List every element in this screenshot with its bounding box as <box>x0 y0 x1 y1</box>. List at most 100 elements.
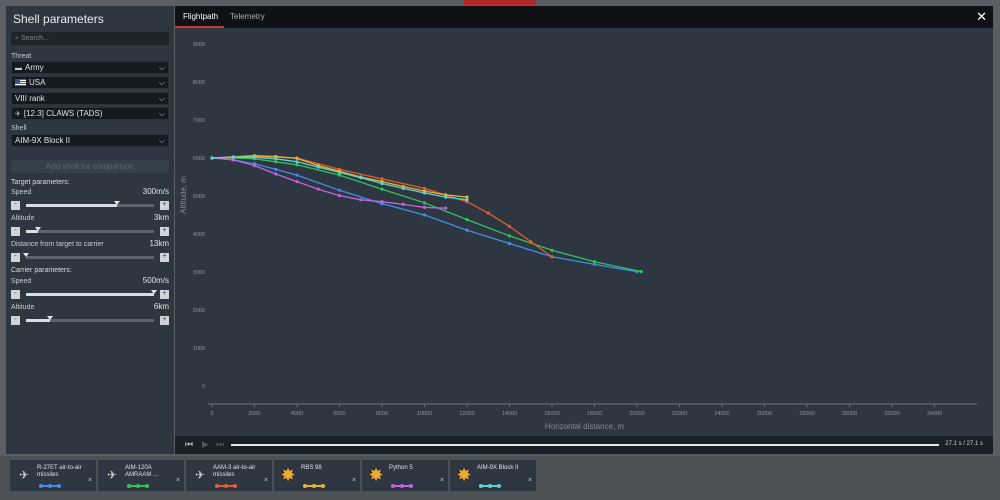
chevron-down-icon: ⌵ <box>158 63 165 72</box>
legend-dot <box>57 484 61 488</box>
x-tick-label: 20000 <box>629 411 644 417</box>
playback-time: 27.1 s / 27.1 s <box>945 441 983 447</box>
search-input[interactable]: ⌕ Search... <box>11 32 169 45</box>
target-distance-slider[interactable]: - + <box>11 253 169 262</box>
shell-card[interactable]: ✸ AIM-9X Block II <box>450 460 536 491</box>
slider-handle[interactable] <box>113 201 120 205</box>
y-tick-label: 2000 <box>193 308 205 314</box>
y-tick-label: 0 <box>202 384 205 390</box>
tab-telemetry[interactable]: Telemetry <box>230 12 265 21</box>
skip-forward-icon[interactable]: ⏭ <box>216 439 225 449</box>
slider-handle[interactable] <box>151 290 157 294</box>
decrease-button[interactable]: - <box>11 316 20 325</box>
data-point <box>529 240 533 244</box>
shell-card[interactable]: ✈ AAM-3 air-to-air missiles <box>186 460 272 491</box>
remove-shell-button[interactable]: × <box>264 477 269 484</box>
remove-shell-button[interactable]: × <box>176 477 181 484</box>
legend-line <box>127 484 149 488</box>
target-distance-label: Distance from target to carrier <box>11 241 104 248</box>
data-point <box>465 198 469 202</box>
decrease-button[interactable]: - <box>11 290 20 299</box>
playback-bar: ⏮ ▶ ⏭ 27.1 s / 27.1 s <box>175 436 993 454</box>
decrease-button[interactable]: - <box>11 253 20 262</box>
legend-line <box>303 484 325 488</box>
slider-track[interactable] <box>23 253 154 259</box>
x-axis-label: Horizontal distance, m <box>545 422 624 431</box>
shell-card[interactable]: ✈ AIM-120A AMRAAM ... <box>98 460 184 491</box>
decrease-button[interactable]: - <box>11 227 20 236</box>
slider-track[interactable] <box>26 316 154 322</box>
close-icon[interactable]: ✕ <box>976 9 987 24</box>
data-point <box>295 163 299 167</box>
increase-button[interactable]: + <box>160 253 169 262</box>
threat-type-dropdown[interactable]: ▬ Army ⌵ <box>11 61 169 74</box>
rank-dropdown[interactable]: VIII rank ⌵ <box>11 92 169 105</box>
remove-shell-button[interactable]: × <box>88 477 93 484</box>
y-tick-label: 3000 <box>193 270 205 276</box>
legend-dot <box>136 484 140 488</box>
shell-name: AAM-3 air-to-air missiles <box>213 465 256 478</box>
slider-track[interactable] <box>26 227 154 233</box>
data-point <box>295 160 299 164</box>
x-tick-label: 16000 <box>544 411 559 417</box>
legend-dot <box>233 484 237 488</box>
data-point <box>639 270 643 274</box>
tab-flightpath[interactable]: Flightpath <box>183 12 219 21</box>
country-dropdown[interactable]: USA ⌵ <box>11 76 169 89</box>
shell-card[interactable]: ✸ RBS 98 <box>274 460 360 491</box>
x-tick-label: 10000 <box>417 411 432 417</box>
carrier-altitude-slider[interactable]: - + <box>11 316 169 325</box>
legend-dot <box>215 484 219 488</box>
data-point <box>359 198 363 202</box>
shell-dropdown[interactable]: AIM-9X Block II ⌵ <box>11 134 169 147</box>
playback-track[interactable] <box>231 444 939 446</box>
slider-handle[interactable] <box>34 227 41 231</box>
increase-button[interactable]: + <box>160 316 169 325</box>
increase-button[interactable]: + <box>160 227 169 236</box>
skip-back-icon[interactable]: ⏮ <box>185 439 194 449</box>
flightpath-chart: 0 2000 4000 6000 8000 10000 12000 14000 16000 180… <box>179 42 977 431</box>
increase-button[interactable]: + <box>160 290 169 299</box>
data-point <box>592 260 597 264</box>
vehicle-dropdown[interactable]: ✈ [12.3] CLAWS (TADS) ⌵ <box>11 107 169 120</box>
carrier-speed-slider[interactable]: - + <box>11 290 169 299</box>
star-icon: ✸ <box>280 465 296 485</box>
target-altitude-value: 3km <box>153 213 169 222</box>
shell-card[interactable]: ✈ R-27ET air-to-air missiles <box>10 460 96 491</box>
data-point <box>422 205 427 209</box>
legend-line <box>391 484 413 488</box>
star-icon: ✸ <box>368 465 384 485</box>
target-altitude-slider[interactable]: - + <box>11 227 169 236</box>
slider-track[interactable] <box>26 201 154 207</box>
slider-handle[interactable] <box>47 316 54 320</box>
play-icon[interactable]: ▶ <box>202 439 209 449</box>
remove-shell-button[interactable]: × <box>528 477 533 484</box>
increase-button[interactable]: + <box>160 201 169 210</box>
target-speed-slider[interactable]: - + <box>11 201 169 210</box>
legend-dot <box>400 484 404 488</box>
data-point <box>359 176 363 180</box>
threat-type-value: Army <box>25 63 44 72</box>
panel-title: Shell parameters <box>13 12 104 26</box>
data-point <box>337 170 342 175</box>
legend-line <box>215 484 237 488</box>
remove-shell-button[interactable]: × <box>352 477 357 484</box>
remove-shell-button[interactable]: × <box>440 477 445 484</box>
add-shell-button[interactable]: Add shell for comparison <box>11 160 169 173</box>
usa-flag-icon <box>15 79 26 86</box>
slider-handle[interactable] <box>23 253 29 257</box>
data-point <box>274 167 278 171</box>
decrease-button[interactable]: - <box>11 201 20 210</box>
search-icon: ⌕ <box>15 35 21 42</box>
search-placeholder: Search... <box>20 35 49 42</box>
data-point <box>295 156 299 160</box>
shell-card[interactable]: ✸ Python 5 <box>362 460 448 491</box>
data-point <box>274 157 278 161</box>
aircraft-icon: ✈ <box>194 468 206 482</box>
legend-dot <box>145 484 149 488</box>
legend-dot <box>48 484 52 488</box>
data-point <box>316 165 320 169</box>
slider-track[interactable] <box>26 290 157 296</box>
data-point <box>444 206 448 210</box>
x-tick-label: 8000 <box>376 411 388 417</box>
